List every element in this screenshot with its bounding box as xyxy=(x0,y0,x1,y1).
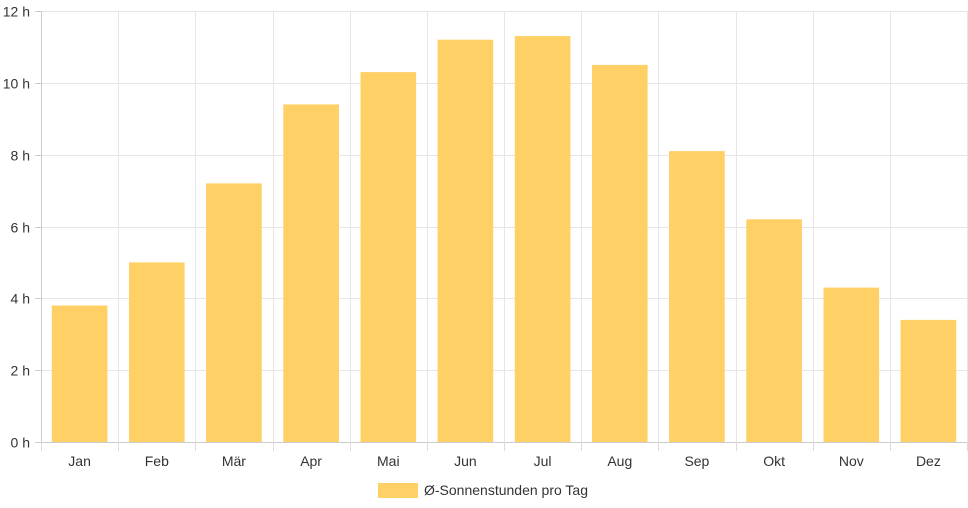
x-tick-label: Mär xyxy=(222,453,246,469)
y-tick-label: 12 h xyxy=(3,4,30,20)
bar-jun[interactable] xyxy=(437,39,494,442)
bar-jul[interactable] xyxy=(514,36,571,442)
y-tick-label: 10 h xyxy=(3,76,30,92)
x-tick-label: Sep xyxy=(684,453,709,469)
bars xyxy=(51,36,957,443)
bar-apr[interactable] xyxy=(283,104,339,443)
y-tick-label: 0 h xyxy=(11,435,30,451)
x-tick-label: Jun xyxy=(454,453,477,469)
y-tick-label: 4 h xyxy=(11,291,30,307)
y-tick-label: 2 h xyxy=(11,363,30,379)
bar-nov[interactable] xyxy=(823,287,880,442)
x-tick-label: Feb xyxy=(145,453,169,469)
x-tick-label: Apr xyxy=(300,453,322,469)
y-tick-label: 8 h xyxy=(11,148,30,164)
bar-dez[interactable] xyxy=(900,319,957,442)
bar-jan[interactable] xyxy=(51,305,108,443)
bar-aug[interactable] xyxy=(592,64,648,443)
legend-swatch xyxy=(378,483,418,498)
x-tick-label: Dez xyxy=(916,453,941,469)
x-tick-label: Okt xyxy=(763,453,785,469)
legend-label: Ø-Sonnenstunden pro Tag xyxy=(424,482,588,498)
x-tick-label: Mai xyxy=(377,453,400,469)
bar-feb[interactable] xyxy=(129,262,185,442)
axes: 0 h 2 h 4 h 6 h 8 h 10 h 12 h Jan Feb Mär Apr Mai Ju… xyxy=(3,4,968,469)
x-tick-label: Jan xyxy=(68,453,91,469)
grid-lines xyxy=(41,11,968,443)
x-tick-label: Nov xyxy=(839,453,864,469)
x-tick-label: Aug xyxy=(607,453,632,469)
y-tick-label: 6 h xyxy=(11,220,30,236)
bar-okt[interactable] xyxy=(746,219,802,442)
bar-mai[interactable] xyxy=(360,72,417,442)
legend[interactable]: Ø-Sonnenstunden pro Tag xyxy=(378,482,588,498)
x-tick-label: Jul xyxy=(534,453,552,469)
bar-mär[interactable] xyxy=(206,183,262,442)
bar-sep[interactable] xyxy=(669,151,725,442)
